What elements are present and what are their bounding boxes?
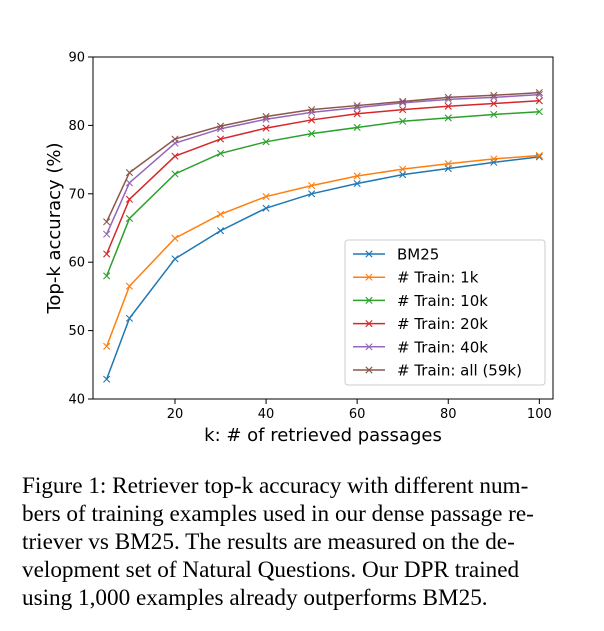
data-point <box>535 151 543 160</box>
data-point <box>535 97 543 105</box>
x-tick-label: 20 <box>167 407 184 422</box>
data-point <box>171 234 179 242</box>
legend-marker <box>365 366 373 374</box>
data-point <box>171 152 179 160</box>
caption-line: velopment set of Natural Questions. Our … <box>22 557 520 583</box>
data-point <box>308 106 316 114</box>
data-point <box>308 182 316 190</box>
data-point <box>216 210 225 218</box>
data-point <box>444 102 452 110</box>
y-tick-label: 40 <box>68 393 85 408</box>
figure-caption: Figure 1: Retriever top-k accuracy with … <box>22 472 584 612</box>
y-tick-label: 90 <box>68 51 85 66</box>
axis-ticks: 20 40 60 80 100 40 50 60 70 80 90 <box>68 51 551 423</box>
data-point <box>103 250 111 258</box>
data-point <box>399 171 407 179</box>
data-point <box>444 93 452 101</box>
legend-box <box>344 239 546 386</box>
data-point <box>444 114 452 122</box>
data-point <box>490 155 498 163</box>
data-point <box>308 190 316 198</box>
data-point <box>262 112 270 121</box>
caption-line: using 1,000 examples already outperforms… <box>22 585 488 611</box>
data-point <box>490 158 498 166</box>
caption-line: triever vs BM25. The results are measure… <box>22 529 515 555</box>
plot-marks <box>103 88 543 383</box>
data-point <box>399 106 407 114</box>
x-tick-label: 60 <box>349 407 366 422</box>
data-point <box>103 272 111 280</box>
y-tick-label: 60 <box>68 256 85 271</box>
data-point <box>125 195 134 203</box>
data-point <box>262 204 270 212</box>
data-point <box>399 117 407 125</box>
data-point <box>262 124 270 132</box>
legend-marker <box>365 296 373 304</box>
data-point <box>490 99 498 108</box>
data-point <box>262 138 270 146</box>
data-point <box>171 170 179 178</box>
data-point <box>262 192 270 201</box>
x-axis-title: k: # of retrieved passages <box>204 425 442 446</box>
data-point <box>399 97 407 106</box>
data-point <box>535 88 543 97</box>
data-point <box>353 172 361 180</box>
data-point <box>308 116 316 124</box>
data-point <box>535 108 543 116</box>
data-point <box>353 110 361 118</box>
data-point <box>171 255 179 263</box>
legend-label: BM25 <box>397 246 439 264</box>
x-tick-label: 40 <box>258 407 275 422</box>
data-point <box>353 101 361 110</box>
x-tick-label: 80 <box>440 407 457 422</box>
data-point <box>216 149 225 158</box>
data-point <box>103 342 111 350</box>
plot-frame <box>92 56 554 400</box>
legend-marker <box>365 250 373 258</box>
data-point <box>535 153 543 161</box>
legend-label: # Train: 40k <box>397 338 488 356</box>
x-tick-label: 100 <box>527 407 552 422</box>
data-point <box>103 230 111 238</box>
legend-marker <box>365 273 373 281</box>
data-point <box>103 375 111 383</box>
data-point <box>125 214 134 223</box>
legend-label: # Train: 20k <box>397 315 488 333</box>
legend-label: # Train: all (59k) <box>397 362 522 380</box>
data-point <box>125 282 134 290</box>
data-point <box>103 218 111 226</box>
legend: BM25 # Train: 1k # Train: 10k # Train: 20k #… <box>344 239 546 386</box>
y-tick-label: 50 <box>68 324 85 339</box>
data-point <box>216 122 225 130</box>
data-point <box>353 123 361 132</box>
caption-line: Figure 1: Retriever top-k accuracy with … <box>22 473 529 499</box>
data-point <box>216 135 225 143</box>
data-point <box>308 130 316 138</box>
data-point <box>171 135 179 143</box>
series-line-5 <box>105 91 540 223</box>
caption-line: bers of training examples used in our de… <box>22 501 534 527</box>
legend-label: # Train: 10k <box>397 292 488 310</box>
data-point <box>353 179 361 188</box>
data-point <box>125 179 134 187</box>
data-point <box>399 165 407 173</box>
data-point <box>444 160 452 168</box>
data-point <box>216 227 225 235</box>
y-tick-label: 80 <box>68 119 85 134</box>
data-point <box>125 169 134 177</box>
legend-marker <box>365 343 373 351</box>
y-tick-label: 70 <box>68 187 85 202</box>
legend-marker <box>365 320 373 328</box>
data-point <box>490 110 498 119</box>
y-axis-title: Top-k accuracy (%) <box>44 142 65 314</box>
data-point <box>125 314 134 322</box>
legend-label: # Train: 1k <box>397 269 479 287</box>
accuracy-chart: 20 40 60 80 100 40 50 60 70 80 90 k: # of retrieve… <box>44 51 554 446</box>
data-point <box>490 91 498 99</box>
